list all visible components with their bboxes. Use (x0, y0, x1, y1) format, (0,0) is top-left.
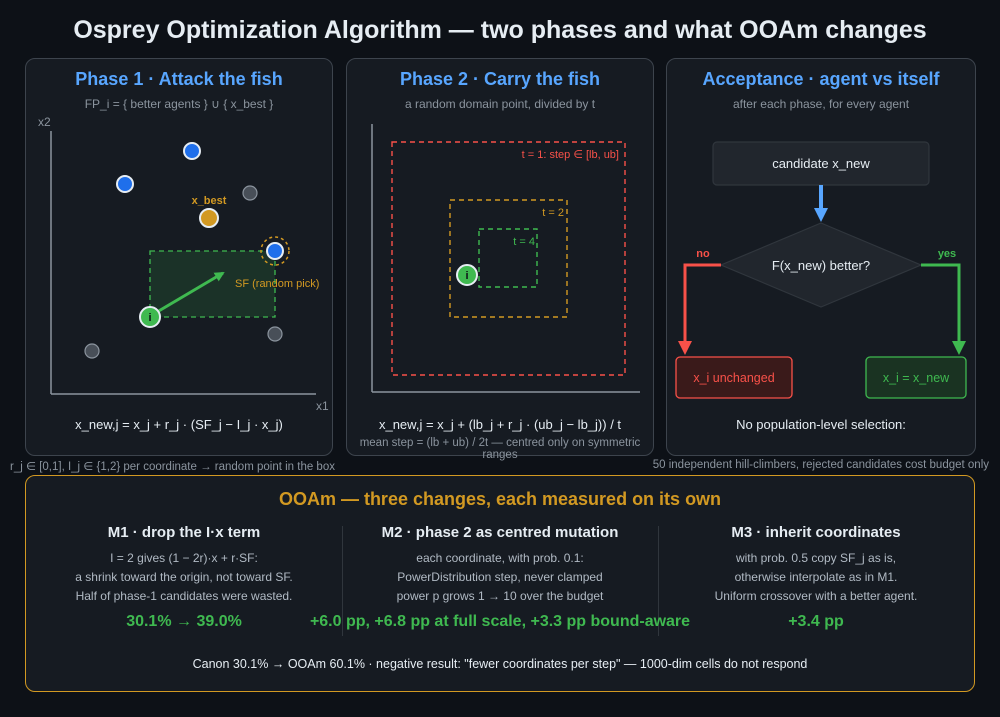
m3-line: otherwise interpolate as in M1. (734, 570, 898, 584)
ooam-title: OOAm — three changes, each measured on i… (278, 489, 722, 509)
phase1-panel: Phase 1 · Attack the fish FP_i = { bette… (25, 58, 333, 456)
yes-box-label: x_i = x_new (883, 371, 950, 385)
phase1-axis-y-label: x2 (38, 115, 51, 129)
step-box-t2 (449, 199, 568, 318)
no-branch-arrow (678, 263, 721, 355)
m2-result: +6.0 pp, +6.8 pp at full scale, +3.3 pp … (309, 613, 691, 630)
m3-line: with prob. 0.5 copy SF_j as is, (735, 551, 897, 565)
m1-heading: M1 · drop the I·x term (107, 524, 261, 541)
acceptance-note: 50 independent hill-climbers, rejected c… (652, 459, 989, 471)
column-divider (342, 526, 343, 636)
phase1-formula: x_new,j = x_j + r_j · (SF_j − I_j · x_j) (75, 417, 283, 432)
decision-label: F(x_new) better? (772, 258, 870, 273)
m2-line: PowerDistribution step, never clamped (397, 570, 603, 584)
yes-branch-arrow (921, 263, 966, 355)
phase1-subtitle: FP_i = { better agents } ∪ { x_best } (84, 97, 274, 111)
x-best-label: x_best (192, 195, 227, 207)
acceptance-title: Acceptance · agent vs itself (702, 69, 940, 89)
phase1-worse-agent (84, 343, 100, 359)
phase2-agent-i-label: i (465, 270, 468, 282)
m3-column: M3 · inherit coordinates with prob. 0.5 … (666, 524, 966, 606)
acceptance-subtitle: after each phase, for every agent (732, 97, 910, 111)
phase1-worse-agent (267, 326, 283, 342)
m1-line: I = 2 gives (1 − 2r)·x + r·SF: (110, 551, 258, 565)
phase2-diagram: t = 1: step ∈ [lb, ub] t = 2 t = 4 i (371, 124, 640, 393)
yes-box (865, 356, 967, 399)
phase1-search-box (149, 250, 276, 318)
phase1-better-agent (116, 175, 134, 193)
acceptance-panel: Acceptance · agent vs itself after each … (666, 58, 976, 456)
acceptance-bottom-text: No population-level selection: (736, 417, 906, 432)
acceptance-flowchart: candidate x_new F(x_new) better? no yes … (675, 141, 967, 399)
step-box-t1-label: t = 1: step ∈ [lb, ub] (522, 149, 619, 161)
phase2-panel: Phase 2 · Carry the fish a random domain… (346, 58, 654, 461)
phase1-agent-i (139, 306, 161, 328)
m2-line: each coordinate, with prob. 0.1: (416, 551, 584, 565)
no-box (675, 356, 793, 399)
phase1-axis-x-label: x1 (316, 399, 329, 413)
phase2-title: Phase 2 · Carry the fish (399, 69, 601, 89)
m2-heading: M2 · phase 2 as centred mutation (381, 524, 619, 541)
phase1-better-agent (183, 142, 201, 160)
phase1-move-arrow (156, 271, 225, 314)
m2-line: power p grows 1 → 10 over the budget (396, 589, 604, 603)
page-title: Osprey Optimization Algorithm — two phas… (73, 16, 927, 44)
m1-column: M1 · drop the I·x term I = 2 gives (1 − … (34, 524, 334, 606)
sf-label: SF (random pick) (235, 278, 319, 290)
phase1-agent-i-label: i (148, 312, 151, 324)
m1-line: Half of phase-1 candidates were wasted. (75, 589, 293, 603)
phase2-note: mean step = (lb + ub) / 2t — centred onl… (359, 437, 641, 461)
step-box-t4-label: t = 4 (513, 236, 535, 248)
yes-label: yes (938, 248, 956, 260)
m1-line: a shrink toward the origin, not toward S… (75, 570, 293, 584)
candidate-label: candidate x_new (772, 156, 870, 171)
phase2-formula: x_new,j = x_j + (lb_j + r_j · (ub_j − lb… (378, 417, 622, 432)
ooam-panel: OOAm — three changes, each measured on i… (25, 475, 975, 692)
step-box-t4 (478, 228, 538, 288)
phase1-note: r_j ∈ [0,1], I_j ∈ {1,2} per coordinate … (10, 461, 335, 473)
x-best-point (199, 208, 219, 228)
decision-diamond (719, 222, 923, 308)
phase2-agent-i (456, 264, 478, 286)
m2-column: M2 · phase 2 as centred mutation each co… (350, 524, 650, 606)
m1-result: 30.1% → 39.0% (126, 613, 242, 630)
m3-result: +3.4 pp (788, 613, 844, 630)
ooam-footer: Canon 30.1% → OOAm 60.1% · negative resu… (192, 657, 808, 671)
no-box-label: x_i unchanged (693, 371, 774, 385)
sf-selection-ring (260, 236, 290, 266)
m3-heading: M3 · inherit coordinates (731, 524, 901, 541)
phase1-diagram: x2 x1 x_best SF (random pick) i (38, 115, 329, 413)
column-divider (658, 526, 659, 636)
step-box-t1 (391, 141, 626, 376)
no-label: no (696, 248, 710, 260)
phase1-sf-agent (266, 242, 284, 260)
step-box-t2-label: t = 2 (542, 207, 564, 219)
phase1-title: Phase 1 · Attack the fish (75, 69, 283, 89)
phase1-worse-agent (242, 185, 258, 201)
m3-line: Uniform crossover with a better agent. (714, 589, 918, 603)
phase2-subtitle: a random domain point, divided by t (404, 97, 596, 111)
